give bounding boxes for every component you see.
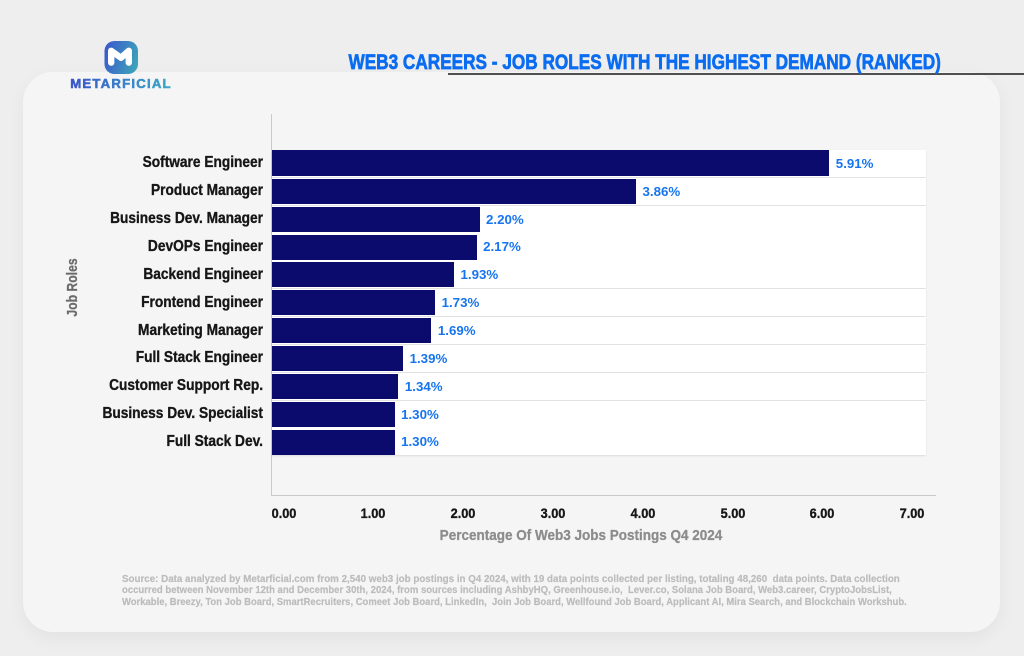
svg-text:METARFICIAL: METARFICIAL bbox=[70, 76, 172, 91]
